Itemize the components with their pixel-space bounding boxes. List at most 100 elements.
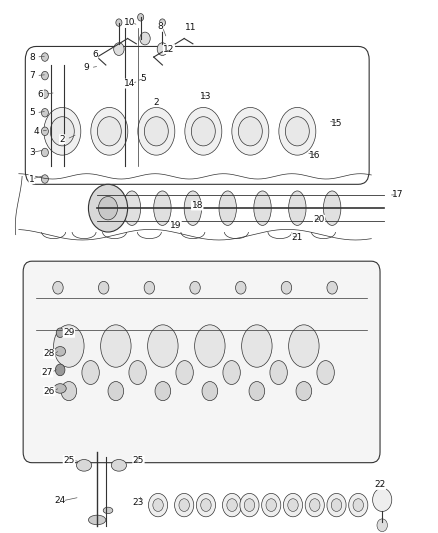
Ellipse shape [317, 361, 334, 384]
FancyBboxPatch shape [23, 261, 380, 463]
Ellipse shape [289, 191, 306, 225]
Circle shape [266, 499, 276, 512]
Ellipse shape [91, 108, 128, 155]
Circle shape [153, 499, 163, 512]
Text: 5: 5 [140, 74, 146, 83]
Circle shape [261, 494, 281, 517]
Ellipse shape [185, 108, 222, 155]
Text: 11: 11 [185, 23, 197, 33]
Circle shape [227, 499, 237, 512]
Ellipse shape [176, 361, 193, 384]
Circle shape [331, 499, 342, 512]
Ellipse shape [154, 191, 171, 225]
Ellipse shape [270, 361, 287, 384]
Ellipse shape [138, 108, 175, 155]
Text: 27: 27 [42, 368, 53, 377]
Ellipse shape [286, 117, 309, 146]
Circle shape [202, 382, 218, 401]
Ellipse shape [323, 191, 341, 225]
Ellipse shape [111, 459, 127, 471]
Ellipse shape [145, 117, 168, 146]
Circle shape [288, 499, 298, 512]
Ellipse shape [55, 346, 66, 356]
Circle shape [249, 382, 265, 401]
Text: 18: 18 [191, 201, 203, 210]
Text: 21: 21 [292, 233, 303, 242]
Circle shape [283, 494, 303, 517]
Ellipse shape [54, 384, 66, 393]
Ellipse shape [223, 361, 240, 384]
Ellipse shape [44, 108, 81, 155]
Text: 10: 10 [124, 18, 135, 27]
Circle shape [42, 175, 48, 183]
Circle shape [53, 281, 63, 294]
Circle shape [175, 494, 194, 517]
Ellipse shape [289, 325, 319, 367]
Ellipse shape [97, 117, 121, 146]
Text: 19: 19 [170, 221, 181, 230]
Ellipse shape [53, 325, 84, 367]
Text: 5: 5 [29, 108, 35, 117]
Text: 6: 6 [38, 90, 43, 99]
Circle shape [240, 494, 259, 517]
Circle shape [310, 499, 320, 512]
Ellipse shape [279, 108, 316, 155]
Text: 3: 3 [29, 148, 35, 157]
Circle shape [99, 197, 117, 220]
Text: 8: 8 [29, 53, 35, 62]
Text: 24: 24 [54, 496, 66, 505]
Circle shape [190, 281, 200, 294]
Circle shape [157, 43, 168, 55]
Ellipse shape [242, 325, 272, 367]
Text: 17: 17 [392, 190, 403, 199]
Circle shape [42, 109, 48, 117]
Circle shape [296, 382, 312, 401]
Circle shape [116, 19, 122, 26]
Circle shape [42, 71, 48, 80]
Ellipse shape [123, 191, 141, 225]
Ellipse shape [148, 325, 178, 367]
Circle shape [42, 127, 48, 135]
Circle shape [114, 43, 124, 55]
Text: 28: 28 [43, 350, 55, 359]
Circle shape [236, 281, 246, 294]
Ellipse shape [191, 117, 215, 146]
Text: 9: 9 [83, 63, 89, 72]
Ellipse shape [129, 361, 146, 384]
Circle shape [88, 184, 127, 232]
Text: 25: 25 [63, 456, 74, 465]
Circle shape [42, 53, 48, 61]
Text: 15: 15 [331, 119, 342, 128]
Circle shape [349, 494, 368, 517]
Text: 1: 1 [29, 174, 35, 183]
Ellipse shape [184, 191, 201, 225]
Text: 20: 20 [314, 215, 325, 224]
Circle shape [138, 13, 144, 21]
Ellipse shape [194, 325, 225, 367]
Text: 12: 12 [163, 45, 175, 54]
Text: 22: 22 [374, 480, 385, 489]
Ellipse shape [232, 108, 269, 155]
Circle shape [244, 499, 254, 512]
Text: 25: 25 [133, 456, 144, 465]
Circle shape [108, 382, 124, 401]
Text: 8: 8 [157, 22, 163, 31]
Circle shape [377, 519, 388, 531]
Circle shape [281, 281, 292, 294]
Circle shape [155, 382, 171, 401]
Ellipse shape [219, 191, 237, 225]
Text: 4: 4 [33, 127, 39, 136]
Ellipse shape [82, 361, 99, 384]
Ellipse shape [103, 507, 113, 514]
Circle shape [305, 494, 324, 517]
Text: 23: 23 [133, 498, 144, 507]
Text: 2: 2 [153, 98, 159, 107]
Ellipse shape [77, 459, 92, 471]
Circle shape [61, 382, 77, 401]
Circle shape [353, 499, 364, 512]
Circle shape [42, 90, 48, 99]
Ellipse shape [101, 325, 131, 367]
Circle shape [42, 148, 48, 157]
Circle shape [144, 281, 155, 294]
Text: 6: 6 [92, 50, 98, 59]
